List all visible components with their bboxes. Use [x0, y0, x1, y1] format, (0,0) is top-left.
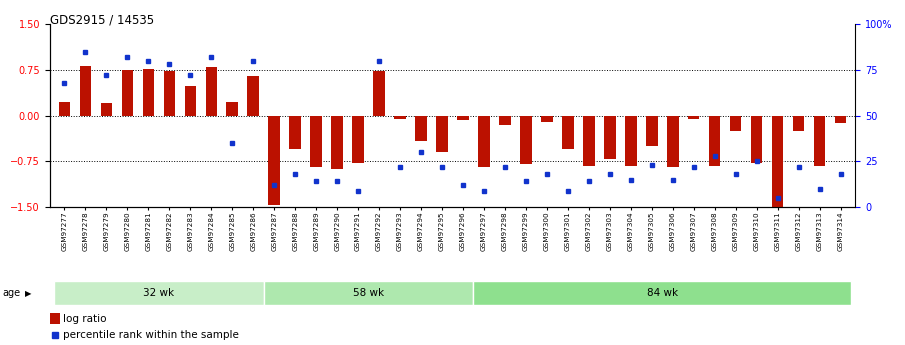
Bar: [310, 116, 322, 167]
Bar: [185, 86, 196, 116]
Bar: [814, 116, 825, 166]
Bar: [541, 116, 553, 122]
Bar: [646, 116, 658, 146]
Text: 84 wk: 84 wk: [647, 288, 678, 298]
Bar: [121, 70, 133, 116]
Bar: [500, 116, 510, 125]
Bar: [54, 281, 263, 305]
Bar: [772, 116, 784, 208]
Bar: [457, 116, 469, 120]
Bar: [520, 116, 531, 164]
Bar: [436, 116, 448, 152]
Bar: [478, 116, 490, 167]
Bar: [263, 281, 473, 305]
Bar: [269, 116, 280, 205]
Text: 32 wk: 32 wk: [143, 288, 175, 298]
Bar: [59, 102, 71, 116]
Bar: [352, 116, 364, 162]
Bar: [415, 116, 427, 141]
Bar: [688, 116, 700, 119]
Text: 58 wk: 58 wk: [353, 288, 384, 298]
Text: age: age: [3, 288, 21, 298]
Bar: [751, 116, 762, 163]
Bar: [395, 116, 405, 119]
Bar: [247, 76, 259, 116]
Bar: [583, 116, 595, 166]
Text: log ratio: log ratio: [62, 314, 106, 324]
Bar: [100, 104, 112, 116]
Bar: [226, 102, 238, 116]
Bar: [834, 116, 846, 123]
Bar: [709, 116, 720, 166]
Bar: [290, 116, 301, 149]
Bar: [205, 67, 217, 116]
Bar: [730, 116, 741, 131]
Bar: [374, 71, 385, 116]
Bar: [143, 69, 154, 116]
Bar: [50, 313, 60, 324]
Bar: [793, 116, 805, 131]
Text: GDS2915 / 14535: GDS2915 / 14535: [50, 14, 154, 27]
Bar: [80, 66, 91, 116]
Bar: [562, 116, 574, 149]
Bar: [331, 116, 343, 169]
Bar: [473, 281, 851, 305]
Bar: [667, 116, 679, 167]
Text: ▶: ▶: [25, 289, 32, 298]
Bar: [604, 116, 615, 159]
Text: percentile rank within the sample: percentile rank within the sample: [62, 330, 239, 340]
Bar: [164, 71, 175, 116]
Bar: [625, 116, 636, 166]
